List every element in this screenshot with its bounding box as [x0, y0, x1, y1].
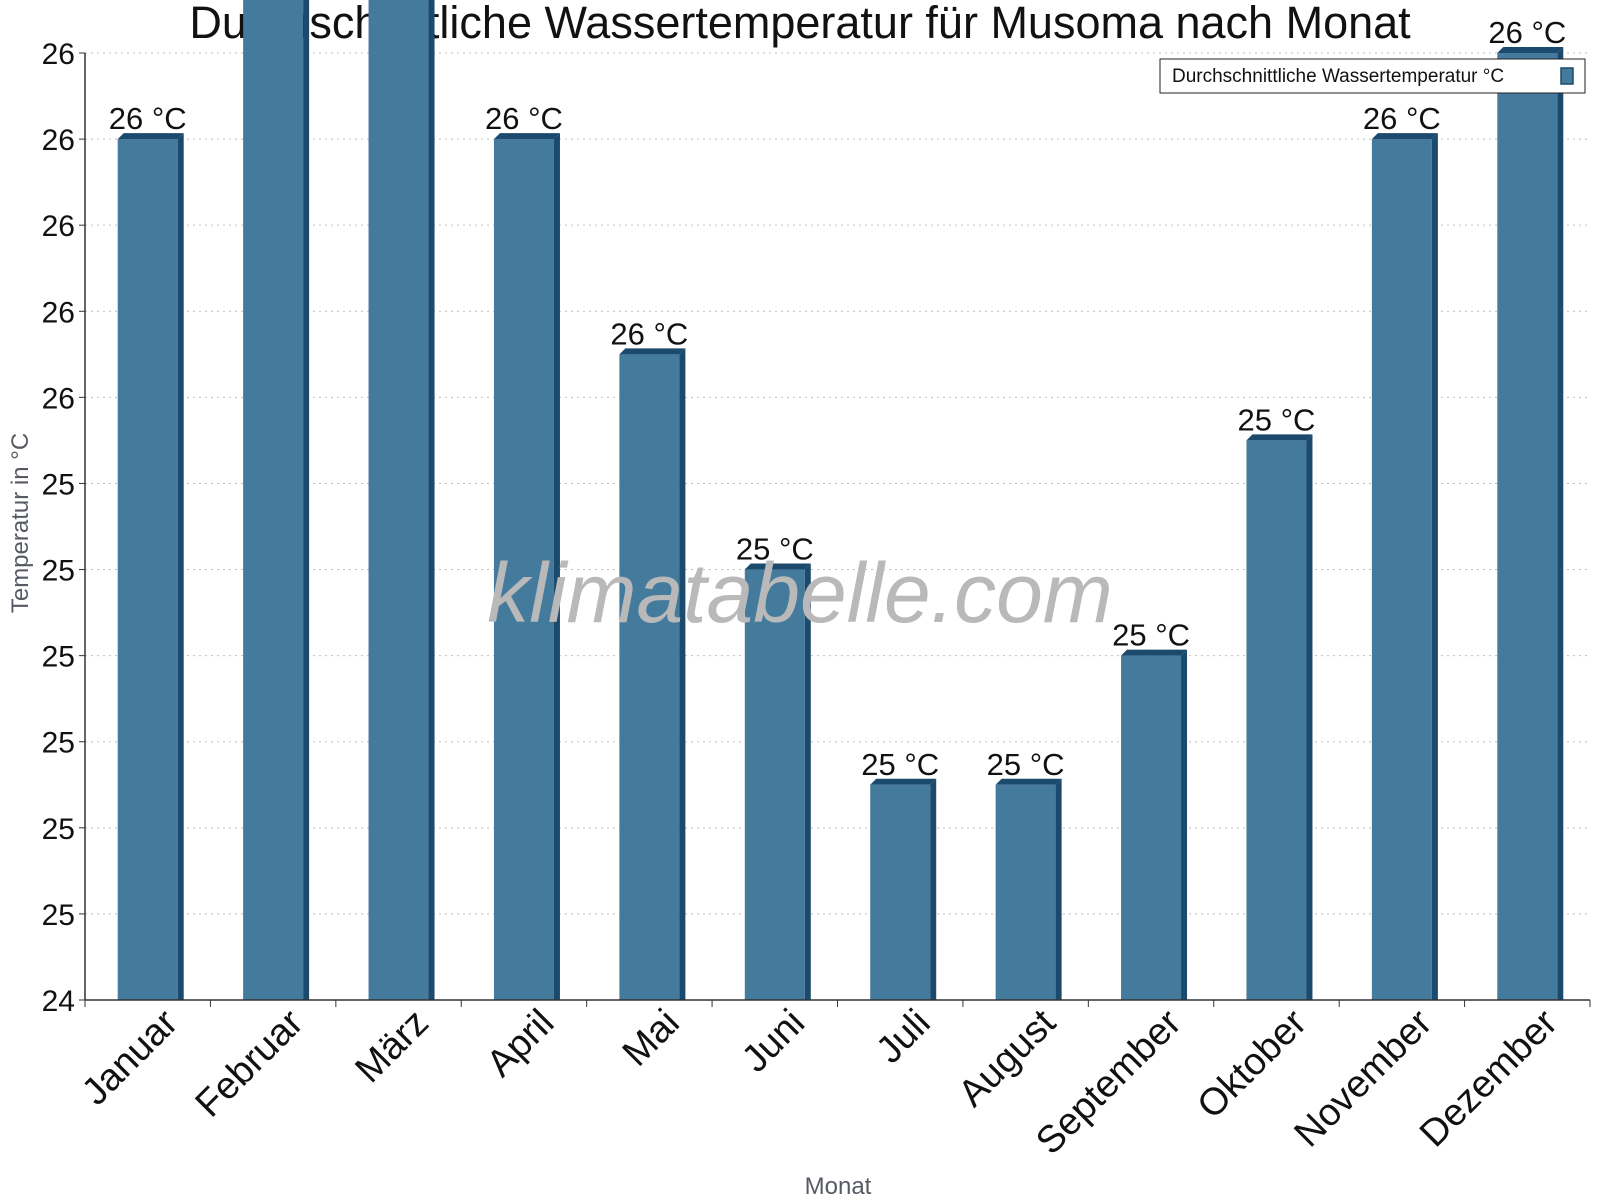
y-axis-label: Temperatur in °C: [7, 433, 34, 613]
bar-top: [619, 348, 686, 355]
bar-oktober: [1246, 434, 1313, 1001]
bar-side: [553, 133, 560, 1000]
data-label: 26 °C: [109, 101, 187, 136]
bar-top: [493, 133, 560, 140]
bar-februar: [243, 0, 310, 1000]
data-label: 26 °C: [1363, 101, 1441, 136]
bar-front: [744, 569, 805, 1000]
y-tick-label: 26: [42, 210, 75, 243]
bar-top: [1497, 47, 1564, 53]
y-tick-label: 24: [42, 985, 75, 1018]
bar-august: [995, 778, 1062, 1000]
bar-januar: [117, 133, 184, 1000]
data-label: 25 °C: [1112, 618, 1190, 653]
legend-swatch: [1560, 67, 1574, 85]
x-tick-label: Oktober: [1190, 1001, 1316, 1127]
y-tick-label: 25: [42, 555, 75, 588]
grid-lines: [85, 52, 1590, 915]
bar-top: [1371, 133, 1438, 140]
x-tick-label: Februar: [188, 1001, 312, 1125]
bar-front: [243, 0, 304, 1000]
bar-april: [493, 133, 560, 1000]
x-tick-label: August: [951, 1001, 1065, 1115]
y-tick-label: 26: [42, 124, 75, 157]
bar-labels: 26 °C27 °C27 °C26 °C26 °C25 °C25 °C25 °C…: [109, 15, 1566, 782]
bar-front: [995, 784, 1056, 1000]
bar-november: [1371, 133, 1438, 1000]
bar-side: [1431, 133, 1438, 1000]
bar-side: [930, 778, 937, 1000]
bar-front: [493, 139, 554, 1000]
legend: Durchschnittliche Wassertemperatur °C: [1159, 58, 1586, 94]
x-tick-label: Januar: [74, 1001, 186, 1113]
bar-side: [1306, 434, 1313, 1001]
x-tick-label: April: [479, 1002, 562, 1085]
y-tick-label: 26: [42, 296, 75, 329]
watermark: klimatabelle.com: [487, 546, 1113, 640]
bar-front: [870, 784, 931, 1000]
x-tick-label: Mai: [615, 1002, 688, 1075]
data-label: 26 °C: [610, 316, 688, 351]
bar-top: [744, 563, 811, 570]
bar-september: [1121, 649, 1188, 1000]
x-tick-labels: Januar Februar März April Mai Juni Juli AugustS…: [74, 1001, 1566, 1162]
y-tick-label: 26: [42, 382, 75, 415]
bar-side: [303, 0, 310, 1000]
y-tick-label: 25: [42, 899, 75, 932]
y-tick-labels: 24 25 25 25 25 25 25 26 26 26 26 26: [42, 38, 75, 1018]
data-label: 25 °C: [736, 532, 814, 567]
bar-side: [1055, 778, 1062, 1000]
bar-side: [1181, 649, 1188, 1000]
y-tick-label: 25: [42, 641, 75, 674]
data-label: 25 °C: [861, 747, 939, 782]
bar-front: [1246, 440, 1307, 1001]
bar-top: [870, 778, 937, 785]
x-tick-label: Juni: [734, 1002, 813, 1081]
bar-front: [1497, 53, 1558, 1000]
bar-side: [177, 133, 184, 1000]
data-label: 26 °C: [1488, 15, 1566, 50]
bars: [117, 0, 1564, 1001]
legend-box: [1159, 58, 1586, 94]
data-label: 25 °C: [987, 747, 1065, 782]
bar-top: [1246, 434, 1313, 441]
bar-side: [804, 563, 811, 1000]
bar-top: [1121, 649, 1188, 656]
bar-front: [619, 354, 680, 1000]
y-tick-label: 25: [42, 468, 75, 501]
bar-front: [1371, 139, 1432, 1000]
bar-märz: [368, 0, 435, 1000]
bar-front: [368, 0, 429, 1000]
bar-front: [117, 139, 178, 1000]
data-label: 26 °C: [485, 101, 563, 136]
x-tick-label: Juli: [869, 1002, 939, 1072]
bar-front: [1121, 655, 1182, 1000]
bar-side: [679, 348, 686, 1000]
x-tick-label: März: [347, 1002, 436, 1091]
bar-side: [1557, 47, 1564, 1000]
bar-top: [995, 778, 1062, 785]
y-tick-label: 25: [42, 727, 75, 760]
bar-juni: [744, 563, 811, 1000]
data-label: 25 °C: [1238, 402, 1316, 437]
y-tick-label: 26: [42, 38, 75, 71]
bar-side: [428, 0, 435, 1000]
axes: [79, 52, 1591, 1007]
y-tick-label: 25: [42, 813, 75, 846]
bar-top: [117, 133, 184, 140]
bar-juli: [870, 778, 937, 1000]
x-tick-label: Dezember: [1412, 1001, 1566, 1155]
bar-dezember: [1497, 47, 1564, 1000]
bar-mai: [619, 348, 686, 1000]
x-axis-label: Monat: [805, 1173, 872, 1200]
legend-label: Durchschnittliche Wassertemperatur °C: [1172, 66, 1504, 87]
